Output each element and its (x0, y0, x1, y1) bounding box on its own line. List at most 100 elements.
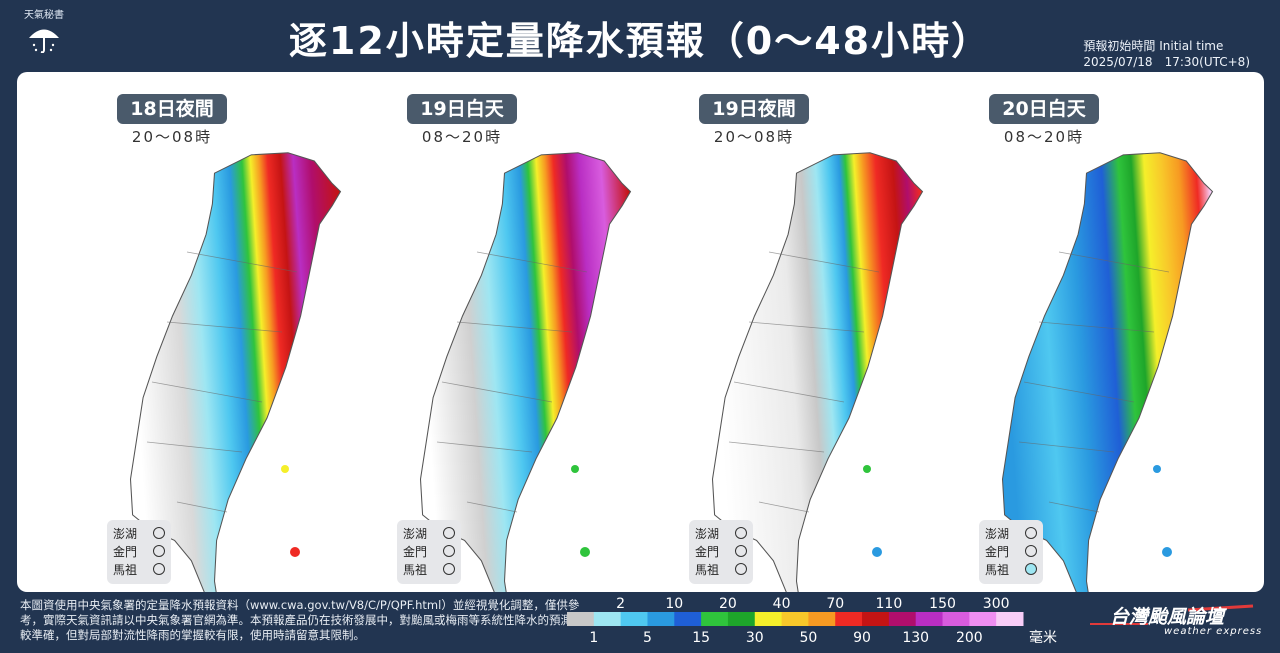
island-indicator-icon (153, 527, 165, 539)
map-time-range: 08～20時 (1003, 128, 1085, 146)
county-boundary (748, 321, 865, 333)
island-penghu: 澎湖 (985, 524, 1037, 542)
island-name: 馬祖 (985, 562, 1010, 577)
init-time-value: 2025/07/18 17:30(UTC+8) (1083, 55, 1250, 69)
county-boundary (466, 501, 518, 513)
green-island (1153, 465, 1161, 473)
legend-unit: 毫米 (1029, 629, 1057, 646)
island-matsu: 馬祖 (113, 560, 165, 578)
island-indicator-icon (1025, 563, 1037, 575)
legend-lower-label: 15 (692, 630, 710, 646)
outlying-islands-box: 澎湖 金門 馬祖 (107, 520, 171, 584)
legend-swatch (808, 612, 836, 626)
county-boundary (728, 441, 825, 453)
county-boundary (166, 321, 283, 333)
county-boundary (441, 381, 553, 403)
legend-swatch (727, 612, 756, 626)
taiwan-rainfall-shape (129, 152, 342, 592)
island-kinmen: 金門 (403, 542, 455, 560)
legend-swatch (674, 612, 702, 626)
island-name: 金門 (695, 544, 720, 559)
lanyu-island (290, 547, 300, 557)
legend-upper-label: 110 (876, 596, 903, 612)
legend-upper-label: 300 (983, 596, 1010, 612)
map-time-range: 20～08時 (713, 128, 795, 146)
legend-swatch (620, 612, 648, 626)
island-kinmen: 金門 (695, 542, 747, 560)
county-boundary (758, 501, 810, 513)
island-kinmen: 金門 (113, 542, 165, 560)
island-name: 馬祖 (403, 562, 428, 577)
island-indicator-icon (735, 545, 747, 557)
county-boundary (1048, 501, 1100, 513)
island-penghu: 澎湖 (113, 524, 165, 542)
island-name: 澎湖 (403, 526, 428, 541)
legend-swatch (754, 612, 783, 626)
taiwan-rainfall-shape (1001, 152, 1214, 592)
county-boundary (1023, 381, 1135, 403)
legend-swatch (567, 612, 595, 626)
outlying-islands-box: 澎湖 金門 馬祖 (689, 520, 753, 584)
umbrella-icon (29, 29, 59, 54)
map-time-range: 08～20時 (421, 128, 503, 146)
island-indicator-icon (443, 563, 455, 575)
rainfall-legend: 2 10 20 40 70 110 150 300 1 5 15 30 50 90 130 200 毫米 (565, 592, 1065, 649)
island-name: 澎湖 (985, 526, 1010, 541)
island-name: 澎湖 (113, 526, 138, 541)
legend-swatch (862, 612, 890, 626)
island-indicator-icon (153, 545, 165, 557)
legend-lower-label: 50 (799, 630, 817, 646)
county-boundary (436, 441, 533, 453)
legend-swatch (835, 612, 863, 626)
island-matsu: 馬祖 (985, 560, 1037, 578)
legend-lower-label: 1 (589, 630, 598, 646)
taiwan-rainfall-shape (419, 152, 632, 592)
footer: 本圖資使用中央氣象署的定量降水預報資料（www.cwa.gov.tw/V8/C/… (0, 592, 1280, 649)
brand: 天氣秘書 (14, 6, 74, 57)
county-boundary (768, 251, 880, 273)
island-indicator-icon (1025, 527, 1037, 539)
island-name: 馬祖 (695, 562, 720, 577)
island-name: 馬祖 (113, 562, 138, 577)
logo: 台灣颱風論壇 weather express (1088, 602, 1268, 642)
logo-sub: weather express (1164, 626, 1263, 637)
island-name: 金門 (113, 544, 138, 559)
lanyu-island (1162, 547, 1172, 557)
legend-lower-label: 5 (643, 630, 652, 646)
outlying-islands-box: 澎湖 金門 馬祖 (979, 520, 1043, 584)
map-date-label: 20日白天 (989, 94, 1099, 124)
lanyu-island (580, 547, 590, 557)
taiwan-map (1001, 152, 1214, 592)
map-panel-2: 19日白天 08～20時澎湖 金門馬祖 (357, 72, 647, 592)
map-date-label: 18日夜間 (117, 94, 227, 124)
map-panel-1: 18日夜間 20～08時澎湖金門馬祖 (67, 72, 357, 592)
county-boundary (1018, 441, 1115, 453)
init-time: 預報初始時間 Initial time 2025/07/18 17:30(UTC… (1083, 38, 1250, 70)
legend-upper-label: 70 (826, 596, 844, 612)
logo-main: 台灣颱風論壇 (1110, 606, 1225, 628)
legend-swatch (969, 612, 997, 626)
legend-lower-label: 130 (902, 630, 929, 646)
island-indicator-icon (735, 527, 747, 539)
island-indicator-icon (443, 545, 455, 557)
map-time-range: 20～08時 (131, 128, 213, 146)
legend-swatch (701, 612, 729, 626)
legend-upper-label: 10 (665, 596, 683, 612)
green-island (281, 465, 289, 473)
county-boundary (146, 441, 243, 453)
lanyu-island (872, 547, 882, 557)
legend-swatch (593, 612, 622, 626)
island-matsu: 馬祖 (403, 560, 455, 578)
island-indicator-icon (1025, 545, 1037, 557)
map-date-label: 19日白天 (407, 94, 517, 124)
legend-upper-label: 20 (719, 596, 737, 612)
legend-upper-label: 2 (616, 596, 625, 612)
legend-swatch (888, 612, 917, 626)
legend-swatch (781, 612, 809, 626)
page-title: 逐12小時定量降水預報（0～48小時） (288, 19, 992, 63)
map-panel-3: 19日夜間 20～08時 澎湖 金門 馬祖 (649, 72, 939, 592)
init-time-label: 預報初始時間 Initial time (1083, 39, 1224, 53)
island-penghu: 澎湖 (695, 524, 747, 542)
green-island (571, 465, 579, 473)
county-boundary (176, 501, 228, 513)
